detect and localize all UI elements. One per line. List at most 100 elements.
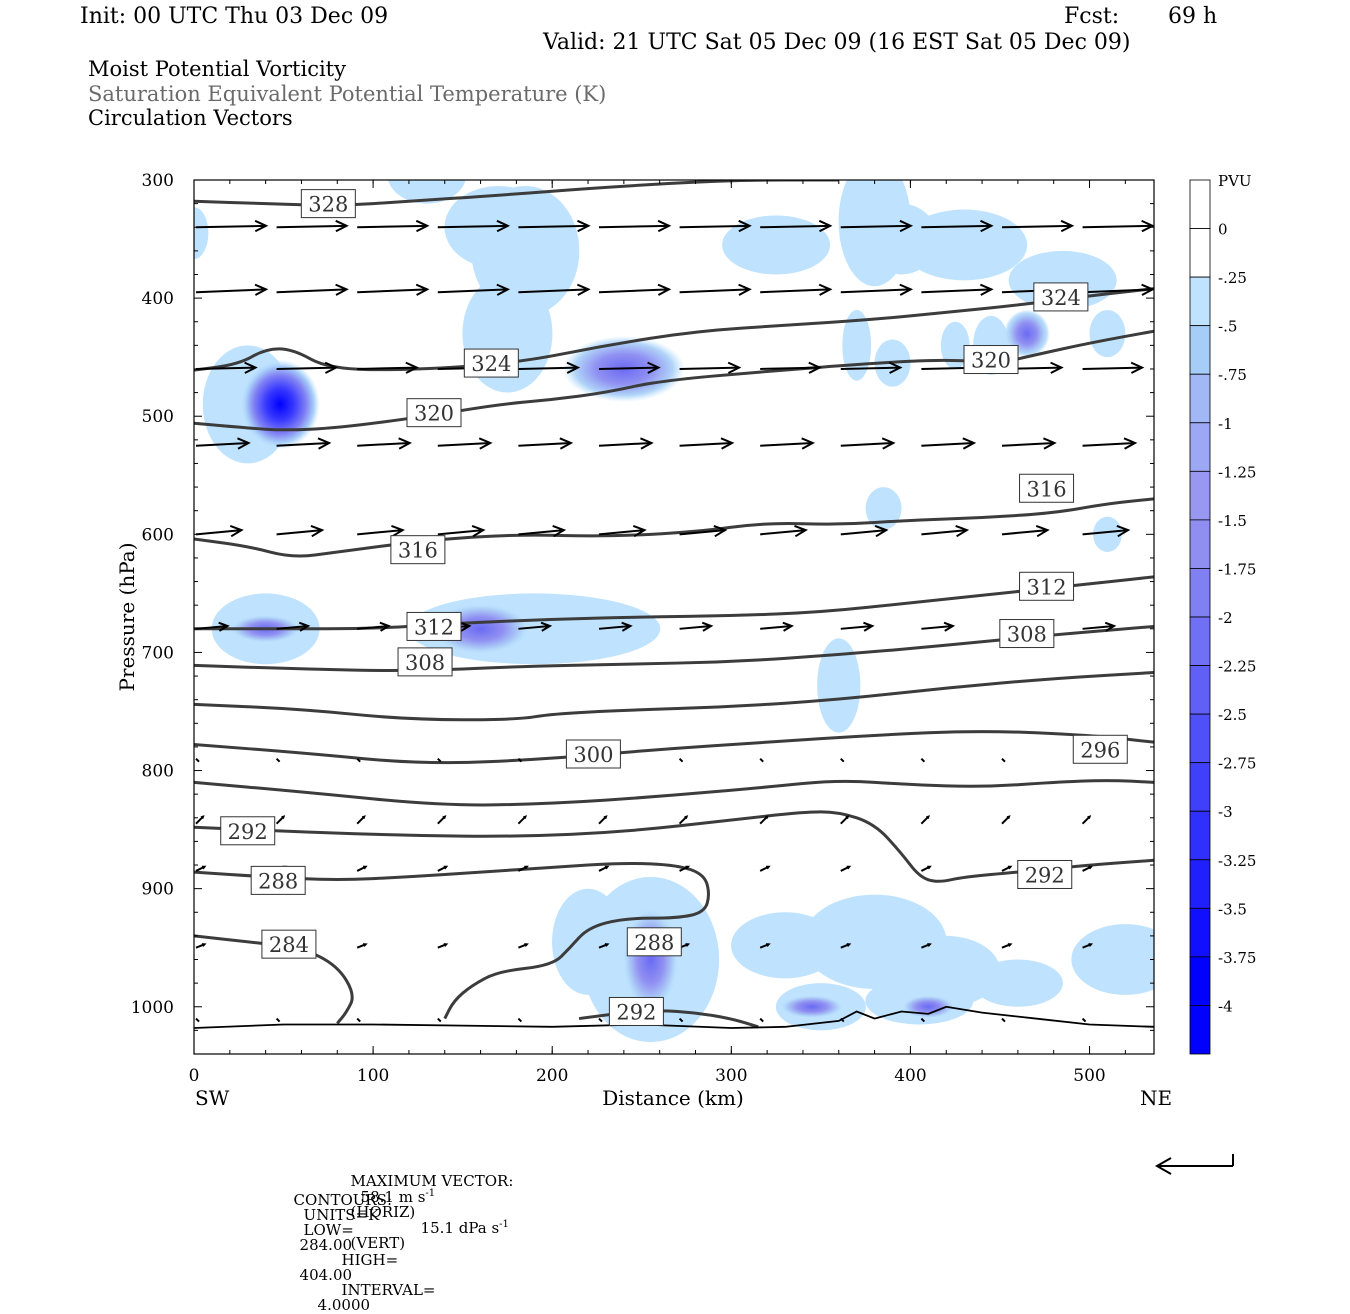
vector-arrow-head <box>237 437 251 450</box>
vector-arrow-head <box>881 437 896 450</box>
vector-arrow <box>760 288 831 294</box>
vector-arrow <box>598 1017 603 1023</box>
vector-arrow-head <box>1035 524 1050 538</box>
vector-arrow-head <box>720 437 735 450</box>
vector-arrow-head <box>764 815 769 820</box>
vector-arrow-head <box>888 361 903 374</box>
vector-arrow-head <box>566 361 581 374</box>
pv-region-mid <box>621 906 680 1013</box>
vector-arrow <box>195 625 228 630</box>
contour-292 <box>194 810 1154 883</box>
contour-label-box <box>406 398 462 428</box>
vector-arrow-head <box>738 219 752 233</box>
vector-arrow-head <box>577 219 591 233</box>
contour-label-box <box>1072 734 1128 764</box>
colorbar-tick-label: -3.75 <box>1218 949 1256 967</box>
vector-arrow-head <box>684 815 689 820</box>
vector-arrow <box>759 758 764 763</box>
vector-arrow-head <box>980 219 994 233</box>
contour-label-box <box>608 996 664 1026</box>
colorbar-segment <box>1189 228 1211 278</box>
pv-region-strong <box>239 359 320 450</box>
colorbar-tick-label: -1.75 <box>1218 560 1256 578</box>
vector-arrow <box>921 441 974 447</box>
y-tick-label: 700 <box>142 643 174 663</box>
contour-label: 328 <box>308 193 348 217</box>
x-tick-label: 400 <box>894 1066 926 1086</box>
vector-arrow <box>759 1017 764 1023</box>
vector-arrow-head <box>713 524 728 538</box>
contour-label-box <box>565 739 621 769</box>
vector-arrow <box>1081 1017 1087 1023</box>
vector-arrow-head <box>524 943 529 947</box>
vector-arrow <box>598 366 659 370</box>
vector-arrow <box>517 1017 523 1023</box>
colorbar-segment <box>1189 325 1211 375</box>
colorbar-tick-label: -3 <box>1218 803 1233 821</box>
vector-arrow-head <box>1088 865 1094 870</box>
vector-arrow-head <box>657 283 672 296</box>
vector-arrow-head <box>927 865 932 870</box>
vector-arrow <box>760 529 806 536</box>
vector-arrow-head <box>603 815 608 820</box>
vector-arrow <box>275 758 281 763</box>
vector-arrow-head <box>443 865 449 870</box>
vector-arrow-head <box>1104 621 1117 632</box>
colorbar-segment <box>1189 616 1211 666</box>
vector-arrow <box>1001 529 1048 536</box>
vector-arrow <box>195 529 242 536</box>
vector-arrow-head <box>281 815 286 820</box>
vector-arrow-head <box>310 524 325 538</box>
vector-arrow-head <box>818 219 833 233</box>
vector-arrow-head <box>391 524 405 538</box>
y-axis-title: Pressure (hPa) <box>115 543 139 692</box>
valid-time: Valid: 21 UTC Sat 05 Dec 09 (16 EST Sat … <box>543 30 1131 55</box>
vector-arrow-head <box>727 361 742 374</box>
vector-arrow <box>679 625 712 630</box>
contour-284 <box>194 934 354 1025</box>
vector-arrow-head <box>794 524 808 538</box>
contour-label-box <box>261 929 317 959</box>
contour-label: 308 <box>405 651 445 675</box>
colorbar-tick-label: -2 <box>1218 609 1233 627</box>
vector-arrow-head <box>1007 943 1013 947</box>
field-title-mpv: Moist Potential Vorticity <box>88 57 346 81</box>
contour-label-box <box>250 865 306 895</box>
vector-arrow <box>598 288 670 294</box>
vector-arrow-head <box>1087 815 1092 820</box>
vector-arrow <box>437 758 442 763</box>
colorbar-tick-label: 0 <box>1218 221 1228 239</box>
vector-arrow <box>678 1017 684 1023</box>
x-axis-title: Distance (km) <box>602 1086 744 1110</box>
colorbar-tick-label: -2.5 <box>1218 706 1247 724</box>
vector-arrow-head <box>738 283 752 296</box>
colorbar-segment <box>1189 179 1211 229</box>
y-tick-label: 300 <box>142 171 174 191</box>
vector-arrow-head <box>1141 219 1154 233</box>
vector-arrow <box>760 224 831 229</box>
colorbar-tick-label: -2.75 <box>1218 755 1256 773</box>
colorbar-tick-label: -1.25 <box>1218 463 1256 481</box>
vector-arrow-head <box>398 437 412 450</box>
contour-316 <box>194 497 1154 558</box>
contour-label: 324 <box>1041 286 1081 310</box>
vector-arrow <box>195 441 249 447</box>
contour-label-box <box>626 927 682 957</box>
vector-arrow <box>276 529 323 536</box>
vector-arrow <box>1001 1017 1006 1023</box>
vector-arrow <box>598 529 645 536</box>
vector-arrow-head <box>927 943 932 947</box>
contour-label: 308 <box>1007 623 1047 647</box>
vector-arrow-head <box>943 621 956 632</box>
vector-arrow-head <box>415 283 430 296</box>
vector-arrow-head <box>604 943 610 947</box>
vector-arrow <box>760 441 813 447</box>
vector-arrow-head <box>955 524 970 538</box>
contour-label-box <box>406 611 462 641</box>
vector-arrow-head <box>524 865 529 870</box>
vector-arrow-head <box>899 219 914 233</box>
vector-arrow <box>437 288 508 294</box>
vector-arrow-head <box>846 943 852 947</box>
contour-label-box <box>397 647 453 677</box>
vector-arrow-head <box>845 815 850 820</box>
